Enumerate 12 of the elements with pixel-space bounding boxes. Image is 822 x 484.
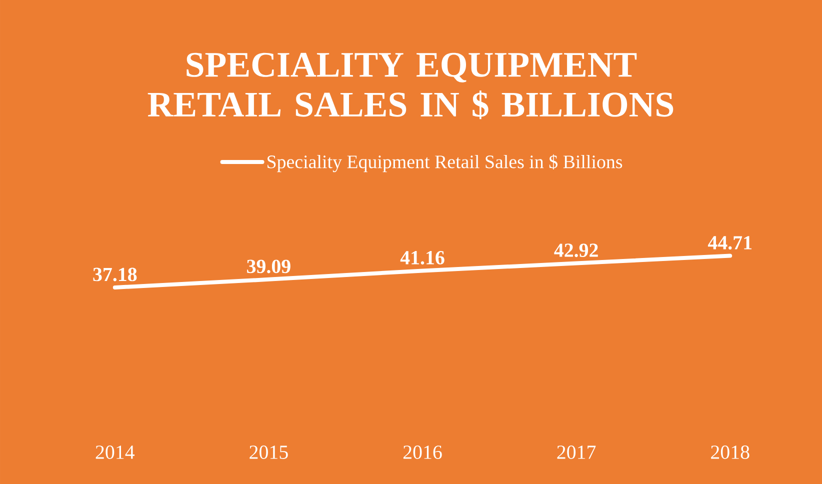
legend-label: Speciality Equipment Retail Sales in $ Billions bbox=[268, 154, 622, 172]
data-label: 41.16 bbox=[400, 251, 444, 264]
chart-title: SPECIALITY EQUIPMENT RETAIL SALES IN $ BILLIONS bbox=[148, 52, 674, 120]
data-label: 37.18 bbox=[93, 268, 137, 282]
x-tick-label: 2014 bbox=[96, 446, 135, 459]
x-tick-label: 2016 bbox=[403, 446, 442, 459]
data-label: 44.71 bbox=[708, 236, 752, 250]
data-label: 39.09 bbox=[247, 260, 290, 274]
data-label: 42.92 bbox=[554, 244, 598, 258]
x-tick-label: 2015 bbox=[250, 446, 288, 459]
x-tick-label: 2018 bbox=[711, 446, 750, 459]
x-tick-label: 2017 bbox=[557, 446, 596, 459]
